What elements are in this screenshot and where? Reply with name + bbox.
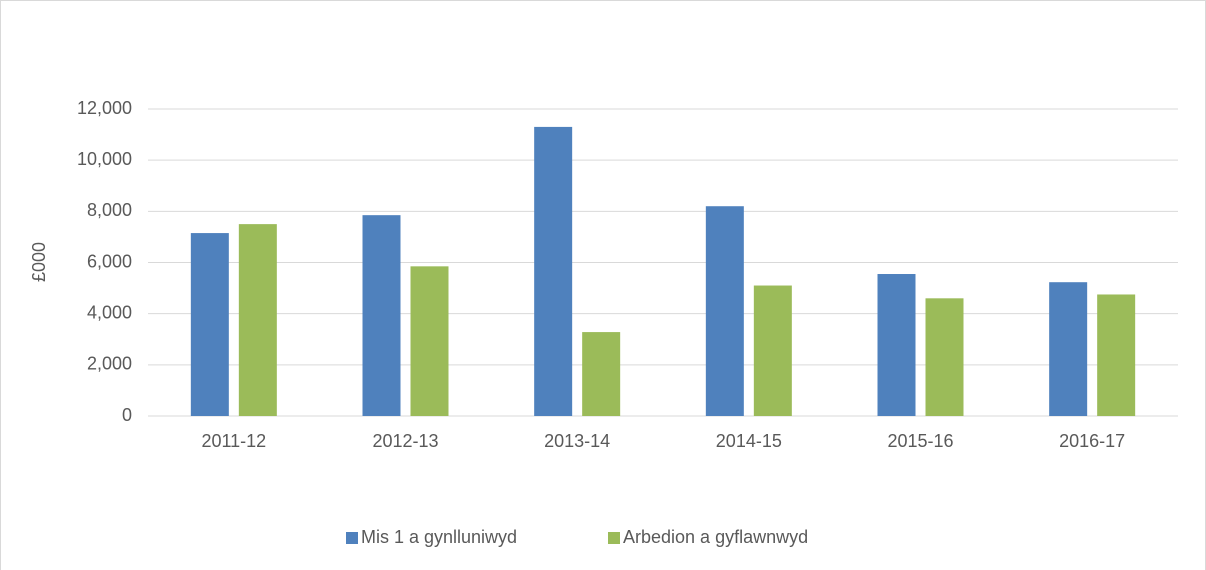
bar bbox=[877, 274, 916, 416]
x-tick-label: 2016-17 bbox=[1059, 431, 1125, 451]
bar bbox=[705, 206, 744, 416]
bar bbox=[362, 215, 401, 416]
bar bbox=[190, 233, 229, 416]
y-tick-label: 6,000 bbox=[87, 251, 132, 271]
bar bbox=[1097, 294, 1136, 416]
y-axis-label: £000 bbox=[29, 242, 49, 282]
bar bbox=[534, 126, 573, 417]
x-tick-label: 2015-16 bbox=[887, 431, 953, 451]
y-tick-label: 12,000 bbox=[77, 98, 132, 118]
bar bbox=[410, 266, 449, 416]
x-tick-label: 2013-14 bbox=[544, 431, 610, 451]
y-tick-label: 10,000 bbox=[77, 149, 132, 169]
x-tick-label: 2014-15 bbox=[716, 431, 782, 451]
legend-swatch bbox=[608, 532, 620, 544]
legend-swatch bbox=[346, 532, 358, 544]
y-tick-label: 4,000 bbox=[87, 302, 132, 322]
y-tick-label: 0 bbox=[122, 405, 132, 425]
bar bbox=[753, 285, 792, 416]
bar bbox=[582, 332, 621, 416]
legend-label: Arbedion a gyflawnwyd bbox=[623, 527, 808, 547]
y-tick-label: 8,000 bbox=[87, 200, 132, 220]
x-tick-label: 2011-12 bbox=[201, 431, 266, 451]
bar bbox=[925, 298, 964, 416]
legend-label: Mis 1 a gynlluniwyd bbox=[361, 527, 517, 547]
bar bbox=[1049, 282, 1088, 416]
y-tick-label: 2,000 bbox=[87, 354, 132, 374]
x-tick-label: 2012-13 bbox=[372, 431, 438, 451]
bar bbox=[238, 224, 277, 416]
